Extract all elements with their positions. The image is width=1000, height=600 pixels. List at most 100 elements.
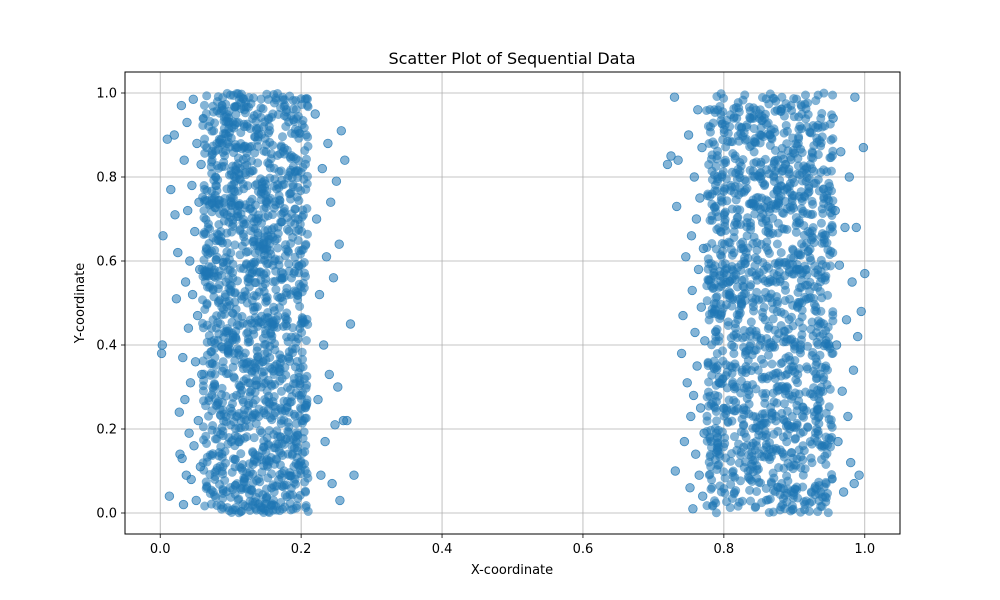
scatter-point	[719, 268, 729, 278]
scatter-point	[718, 346, 728, 356]
scatter-point	[283, 337, 293, 347]
scatter-point	[219, 216, 229, 226]
scatter-point	[806, 487, 816, 497]
scatter-point	[807, 439, 817, 449]
scatter-point	[293, 235, 303, 245]
scatter-point	[299, 283, 309, 293]
scatter-point	[821, 493, 831, 503]
scatter-point	[201, 214, 211, 225]
scatter-point	[789, 177, 799, 187]
scatter-point	[257, 428, 267, 438]
scatter-point	[818, 386, 828, 397]
scatter-point	[208, 449, 218, 459]
scatter-point	[796, 343, 806, 353]
scatter-point	[710, 186, 720, 196]
scatter-point	[805, 253, 815, 263]
scatter-point	[767, 359, 777, 369]
scatter-point	[229, 123, 239, 133]
scatter-point	[176, 100, 187, 111]
scatter-point	[191, 495, 201, 506]
scatter-point	[185, 378, 196, 388]
scatter-point	[253, 351, 263, 361]
scatter-point	[726, 479, 736, 489]
scatter-point	[827, 470, 837, 480]
scatter-point	[310, 109, 320, 119]
scatter-point	[253, 129, 264, 139]
scatter-point	[272, 234, 282, 244]
scatter-point	[296, 94, 306, 104]
scatter-point	[783, 420, 793, 430]
scatter-point	[303, 141, 313, 151]
scatter-point	[241, 102, 251, 112]
scatter-point	[780, 389, 790, 399]
scatter-point	[782, 139, 792, 149]
scatter-point	[841, 315, 852, 325]
scatter-point	[208, 487, 218, 497]
scatter-point	[711, 336, 721, 346]
scatter-point	[769, 124, 779, 134]
scatter-point	[751, 436, 761, 446]
scatter-point	[815, 350, 825, 360]
scatter-point	[736, 187, 747, 198]
scatter-point	[780, 296, 790, 306]
scatter-point	[777, 92, 787, 102]
scatter-point	[291, 437, 301, 447]
scatter-point	[688, 504, 698, 514]
scatter-point	[760, 276, 770, 286]
scatter-point	[824, 414, 834, 424]
scatter-point	[256, 254, 266, 264]
scatter-point	[745, 496, 756, 506]
scatter-point	[820, 363, 830, 373]
scatter-point	[301, 240, 311, 250]
scatter-point	[821, 479, 831, 489]
scatter-point	[180, 394, 190, 405]
scatter-point	[268, 396, 278, 407]
scatter-point	[213, 198, 223, 209]
scatter-point	[698, 243, 709, 254]
scatter-point	[745, 165, 755, 175]
scatter-point	[716, 276, 726, 286]
scatter-point	[228, 505, 238, 515]
scatter-point	[788, 504, 798, 514]
scatter-point	[801, 104, 811, 114]
scatter-point	[844, 172, 855, 182]
scatter-point	[772, 398, 782, 408]
scatter-point	[174, 407, 185, 417]
scatter-point	[695, 403, 706, 413]
scatter-point	[728, 471, 738, 481]
scatter-point	[245, 337, 255, 347]
scatter-point	[798, 482, 808, 492]
scatter-point	[772, 239, 782, 249]
scatter-point	[302, 179, 312, 189]
scatter-point	[295, 219, 305, 229]
scatter-point	[228, 454, 238, 464]
scatter-point	[198, 396, 209, 406]
scatter-point	[816, 232, 827, 242]
scatter-point	[239, 405, 250, 415]
scatter-point	[690, 327, 700, 338]
scatter-point	[723, 128, 733, 138]
scatter-point	[225, 338, 235, 348]
scatter-point	[781, 120, 791, 130]
scatter-point	[784, 167, 794, 177]
scatter-point	[207, 207, 217, 217]
scatter-point	[226, 492, 236, 502]
scatter-point	[809, 166, 819, 176]
scatter-point	[249, 433, 259, 443]
scatter-point	[769, 176, 779, 187]
scatter-point	[752, 330, 762, 340]
scatter-point	[730, 359, 740, 369]
scatter-point	[260, 117, 270, 127]
scatter-point	[202, 457, 212, 467]
scatter-point	[816, 218, 826, 228]
scatter-point	[766, 402, 776, 412]
scatter-point	[288, 348, 298, 358]
scatter-point	[250, 302, 260, 312]
scatter-point	[777, 208, 788, 218]
scatter-point	[290, 362, 300, 372]
scatter-point	[289, 286, 299, 296]
scatter-point	[240, 161, 250, 171]
scatter-point	[826, 135, 836, 145]
scatter-point	[816, 267, 826, 277]
scatter-point	[721, 174, 731, 184]
